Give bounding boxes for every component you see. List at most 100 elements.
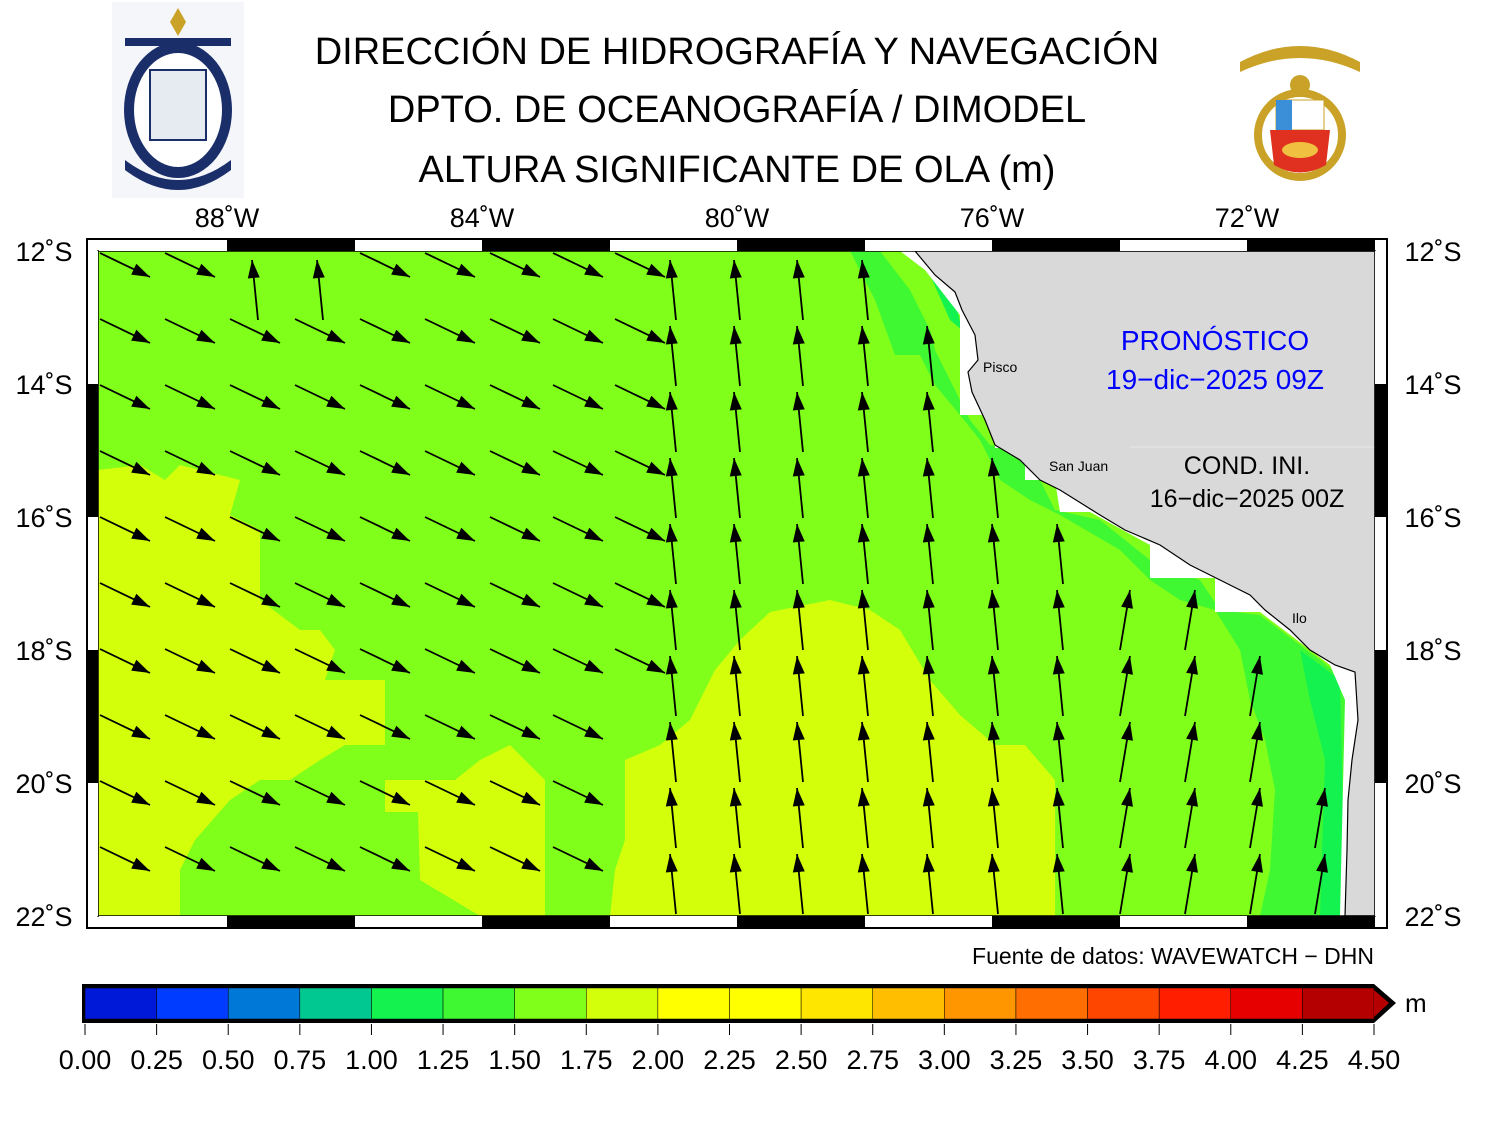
- wave-direction-arrow: [489, 648, 541, 674]
- wave-direction-arrow: [359, 846, 411, 872]
- wave-direction-arrow: [99, 582, 151, 608]
- wave-direction-arrow: [729, 655, 742, 717]
- lat-label: 20˚S: [1404, 769, 1461, 799]
- wave-direction-arrow: [312, 259, 325, 321]
- frame-segment: [1375, 384, 1386, 517]
- wave-direction-arrow: [665, 589, 678, 651]
- frame-segment: [88, 517, 98, 650]
- wave-direction-arrow: [857, 655, 870, 717]
- wave-direction-arrow: [489, 846, 541, 872]
- frame-segment: [99, 240, 227, 251]
- wave-direction-arrow: [614, 516, 666, 542]
- wave-direction-arrow: [1052, 523, 1065, 585]
- wave-direction-arrow: [792, 325, 805, 387]
- wave-direction-arrow: [424, 318, 476, 344]
- wave-direction-arrow: [1052, 655, 1065, 717]
- lat-label: 22˚S: [1404, 902, 1461, 932]
- wave-direction-arrow: [229, 648, 281, 674]
- wave-direction-arrow: [489, 582, 541, 608]
- wave-direction-arrow: [987, 787, 1000, 849]
- colorbar-swatch: [944, 987, 1017, 1020]
- colorbar-tick-label: 1.75: [560, 1045, 613, 1075]
- frame-segment: [227, 916, 355, 927]
- wave-direction-arrow: [359, 648, 411, 674]
- wave-direction-arrow: [424, 714, 476, 740]
- wave-direction-arrow: [792, 655, 805, 717]
- wave-direction-arrow: [922, 391, 935, 453]
- wave-direction-arrow: [792, 457, 805, 519]
- wave-direction-arrow: [489, 450, 541, 476]
- wave-direction-arrow: [1249, 787, 1263, 849]
- wave-direction-arrow: [857, 589, 870, 651]
- colorbar-swatch: [299, 987, 372, 1020]
- wave-direction-arrow: [164, 648, 216, 674]
- colorbar-swatch: [156, 987, 229, 1020]
- colorbar-tick-label: 4.50: [1348, 1045, 1401, 1075]
- wave-direction-arrow: [552, 780, 604, 806]
- wave-direction-arrow: [987, 655, 1000, 717]
- wave-direction-arrow: [229, 780, 281, 806]
- wave-direction-arrow: [614, 384, 666, 410]
- wave-direction-arrow: [552, 252, 604, 278]
- wave-direction-arrow: [359, 582, 411, 608]
- wave-direction-arrow: [99, 780, 151, 806]
- wave-direction-arrow: [922, 787, 935, 849]
- colorbar-tick-label: 2.75: [846, 1045, 899, 1075]
- colorbar-swatch: [586, 987, 659, 1020]
- frame-segment: [1120, 916, 1247, 927]
- lat-label: 16˚S: [1404, 503, 1461, 533]
- wave-direction-arrow: [99, 714, 151, 740]
- colorbar-tick-label: 1.50: [488, 1045, 541, 1075]
- wave-direction-arrow: [294, 318, 346, 344]
- wave-direction-arrow: [247, 259, 260, 321]
- lon-label: 80˚W: [705, 203, 770, 233]
- wave-direction-arrow: [1184, 655, 1198, 717]
- frame-segment: [610, 240, 737, 251]
- frame-segment: [355, 240, 482, 251]
- wave-direction-arrow: [729, 259, 742, 321]
- wave-field-1.00-1.25: [930, 275, 962, 330]
- wave-field-1.00-1.25: [1300, 650, 1345, 916]
- wave-direction-arrow: [164, 846, 216, 872]
- wave-direction-arrow: [294, 582, 346, 608]
- wave-direction-arrow: [164, 384, 216, 410]
- wave-direction-arrow: [614, 450, 666, 476]
- wave-direction-arrow: [424, 450, 476, 476]
- wave-direction-arrow: [614, 582, 666, 608]
- lat-label: 16˚S: [15, 503, 72, 533]
- title-line-2: DPTO. DE OCEANOGRAFÍA / DIMODEL: [388, 88, 1086, 131]
- colorbar-tick-label: 3.00: [918, 1045, 971, 1075]
- place-ilo: Ilo: [1292, 610, 1307, 626]
- lon-label: 72˚W: [1215, 203, 1280, 233]
- colorbar-swatch: [1302, 987, 1375, 1020]
- data-source: Fuente de datos: WAVEWATCH − DHN: [972, 943, 1374, 969]
- wave-direction-arrow: [1184, 721, 1198, 783]
- frame-segment: [1247, 240, 1375, 251]
- wave-direction-arrow: [424, 780, 476, 806]
- wave-direction-arrow: [552, 714, 604, 740]
- lat-label: 12˚S: [1404, 237, 1461, 267]
- lat-label: 20˚S: [15, 769, 72, 799]
- wave-direction-arrow: [729, 325, 742, 387]
- wave-direction-arrow: [922, 655, 935, 717]
- wave-direction-arrow: [229, 450, 281, 476]
- colorbar-tick-label: 3.75: [1133, 1045, 1186, 1075]
- map-plot-area: [98, 251, 1375, 916]
- frame-segment: [865, 916, 992, 927]
- wave-direction-arrow: [164, 582, 216, 608]
- wave-direction-arrow: [424, 846, 476, 872]
- wave-direction-arrow: [665, 325, 678, 387]
- wave-direction-arrow: [1314, 853, 1328, 915]
- wave-direction-arrow: [229, 516, 281, 542]
- colorbar-swatch: [1230, 987, 1303, 1020]
- wave-direction-arrow: [229, 384, 281, 410]
- wave-direction-arrow: [857, 391, 870, 453]
- wave-direction-arrow: [1052, 721, 1065, 783]
- frame-segment: [737, 240, 865, 251]
- frame-segment: [1247, 916, 1375, 927]
- wave-direction-arrow: [489, 252, 541, 278]
- frame-segment: [482, 916, 610, 927]
- wave-direction-arrow: [1184, 787, 1198, 849]
- wave-direction-arrow: [857, 523, 870, 585]
- wave-direction-arrow: [857, 787, 870, 849]
